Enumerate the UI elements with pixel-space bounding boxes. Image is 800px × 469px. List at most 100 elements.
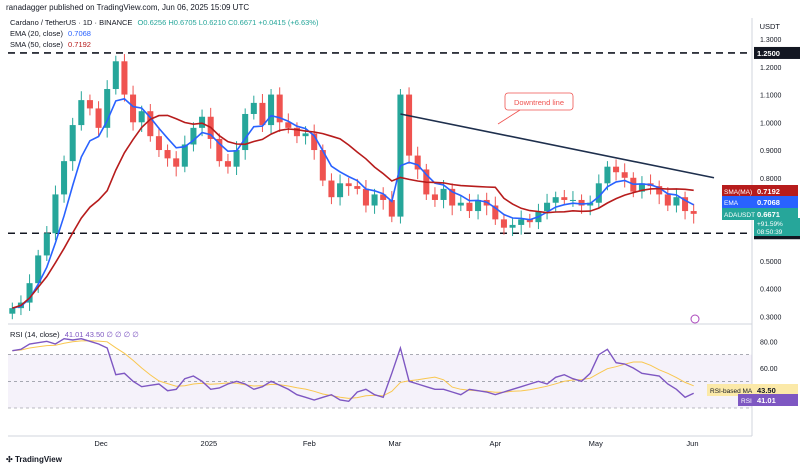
ema-line bbox=[12, 97, 695, 309]
countdown-text: 08:50:39 bbox=[757, 229, 783, 236]
rsi-ma-tag: RSI-based MA 43.50 bbox=[707, 384, 798, 396]
candle-body bbox=[509, 224, 516, 228]
candle-body bbox=[86, 100, 93, 109]
annotation-box bbox=[504, 92, 574, 111]
sma-legend-label: SMA (50, close) bbox=[10, 40, 63, 49]
pair-price-tag-label: ADAUSDT bbox=[724, 212, 755, 219]
candle-body bbox=[500, 219, 507, 228]
candle-body bbox=[414, 155, 421, 170]
candle-body bbox=[61, 161, 68, 195]
downtrend-annotation: Downtrend line bbox=[497, 92, 574, 125]
ema-price-tag-label: EMA bbox=[724, 200, 739, 207]
time-axis-label: May bbox=[589, 439, 603, 448]
candle-body bbox=[406, 94, 413, 156]
candle-body bbox=[104, 89, 111, 128]
candle-body bbox=[173, 158, 180, 167]
candle-body bbox=[544, 202, 551, 212]
candle-body bbox=[431, 194, 438, 200]
sma-price-tag-bg bbox=[722, 185, 798, 197]
rsi-line bbox=[12, 337, 694, 403]
price-tick-label: 0.4000 bbox=[760, 287, 782, 294]
candle-body bbox=[224, 161, 231, 167]
candle-body bbox=[242, 113, 249, 151]
candle-body bbox=[52, 194, 59, 234]
author-line: ranadagger published on TradingView.com,… bbox=[6, 3, 250, 12]
sma-legend[interactable]: SMA (50, close) 0.7192 bbox=[10, 40, 91, 49]
downtrend-line bbox=[400, 113, 715, 179]
candle-body bbox=[638, 183, 645, 192]
event-marker-icon bbox=[690, 314, 700, 324]
candle-body bbox=[552, 197, 559, 203]
time-axis-label: Jun bbox=[686, 439, 698, 448]
tv-brand: TradingView bbox=[14, 455, 62, 464]
candle-body bbox=[664, 194, 671, 206]
candle-body bbox=[112, 61, 119, 90]
rsi-tag-bg bbox=[738, 394, 798, 406]
candle-body bbox=[95, 108, 102, 128]
candle-body bbox=[302, 133, 309, 137]
candle-body bbox=[526, 219, 533, 223]
tradingview-logo[interactable]: ✣ TradingView bbox=[6, 455, 62, 464]
candle-body bbox=[354, 186, 361, 189]
pair-change-text: +91.59% bbox=[757, 221, 783, 228]
candle-body bbox=[130, 94, 137, 123]
rsi-legend[interactable]: RSI (14, close) 41.01 43.50 ∅ ∅ ∅ ∅ bbox=[10, 330, 139, 339]
resistance-price-tag: 1.2500 bbox=[754, 46, 800, 59]
candle-body bbox=[492, 205, 499, 220]
price-tick-label: 1.1000 bbox=[760, 93, 782, 100]
annotation-pointer bbox=[497, 109, 521, 125]
annotation-text: Downtrend line bbox=[514, 98, 564, 107]
candle-body bbox=[147, 111, 154, 137]
sma-line bbox=[12, 114, 694, 309]
candle-body bbox=[518, 219, 525, 225]
candle-body bbox=[362, 188, 369, 206]
candle-body bbox=[397, 94, 404, 217]
time-axis-label: Feb bbox=[303, 439, 316, 448]
candle-body bbox=[440, 188, 447, 200]
candle-body bbox=[656, 186, 663, 195]
candle-body bbox=[164, 150, 171, 159]
price-pane: Downtrend line bbox=[8, 52, 752, 324]
candle-body bbox=[337, 183, 344, 198]
candle-body bbox=[475, 199, 482, 212]
rsi-tick-label: 80.00 bbox=[760, 339, 778, 346]
pair-change-bg bbox=[754, 218, 800, 236]
candle-body bbox=[268, 94, 275, 126]
candle-body bbox=[578, 199, 585, 206]
ema-legend[interactable]: EMA (20, close) 0.7068 bbox=[10, 29, 91, 38]
tv-icon: ✣ bbox=[6, 455, 15, 464]
ema-price-tag-bg bbox=[722, 196, 798, 208]
sma-price-tag-value: 0.7192 bbox=[757, 187, 780, 196]
candle-body bbox=[613, 166, 620, 173]
sma-price-tag: SMA(MA) 0.7192 bbox=[722, 185, 798, 197]
candle-body bbox=[138, 111, 145, 123]
rsi-tag-value: 41.01 bbox=[757, 396, 776, 405]
candle-body bbox=[35, 255, 42, 284]
currency-label: USDT bbox=[759, 22, 780, 31]
pair-price-tag-bg bbox=[722, 208, 798, 220]
rsi-tag: RSI 41.01 bbox=[738, 394, 798, 406]
rsi-ma-tag-bg bbox=[707, 384, 798, 396]
price-tick-label: 1.0000 bbox=[760, 120, 782, 127]
rsi-legend-label: RSI (14, close) bbox=[10, 330, 60, 339]
candle-body bbox=[371, 194, 378, 206]
rsi-pane bbox=[8, 337, 752, 409]
candle-body bbox=[682, 197, 689, 212]
pair-change-tag: +91.59%08:50:39 bbox=[754, 218, 800, 236]
candle-body bbox=[78, 100, 85, 126]
candle-body bbox=[43, 233, 50, 256]
rsi-tick-label: 60.00 bbox=[760, 366, 778, 373]
candle-body bbox=[311, 133, 318, 151]
price-tick-label: 0.5000 bbox=[760, 259, 782, 266]
price-tick-label: 0.8000 bbox=[760, 176, 782, 183]
ohlc-values: O0.6256 H0.6705 L0.6210 C0.6671 +0.0415 … bbox=[137, 18, 319, 27]
price-tick-label: 1.2000 bbox=[760, 65, 782, 72]
candle-body bbox=[673, 197, 680, 206]
rsi-ma-line bbox=[12, 340, 694, 399]
sma-legend-value: 0.7192 bbox=[68, 40, 91, 49]
candle-body bbox=[388, 199, 395, 217]
time-axis-label: Apr bbox=[489, 439, 501, 448]
price-tick-label: 0.3000 bbox=[760, 314, 782, 321]
candle-body bbox=[569, 199, 576, 201]
